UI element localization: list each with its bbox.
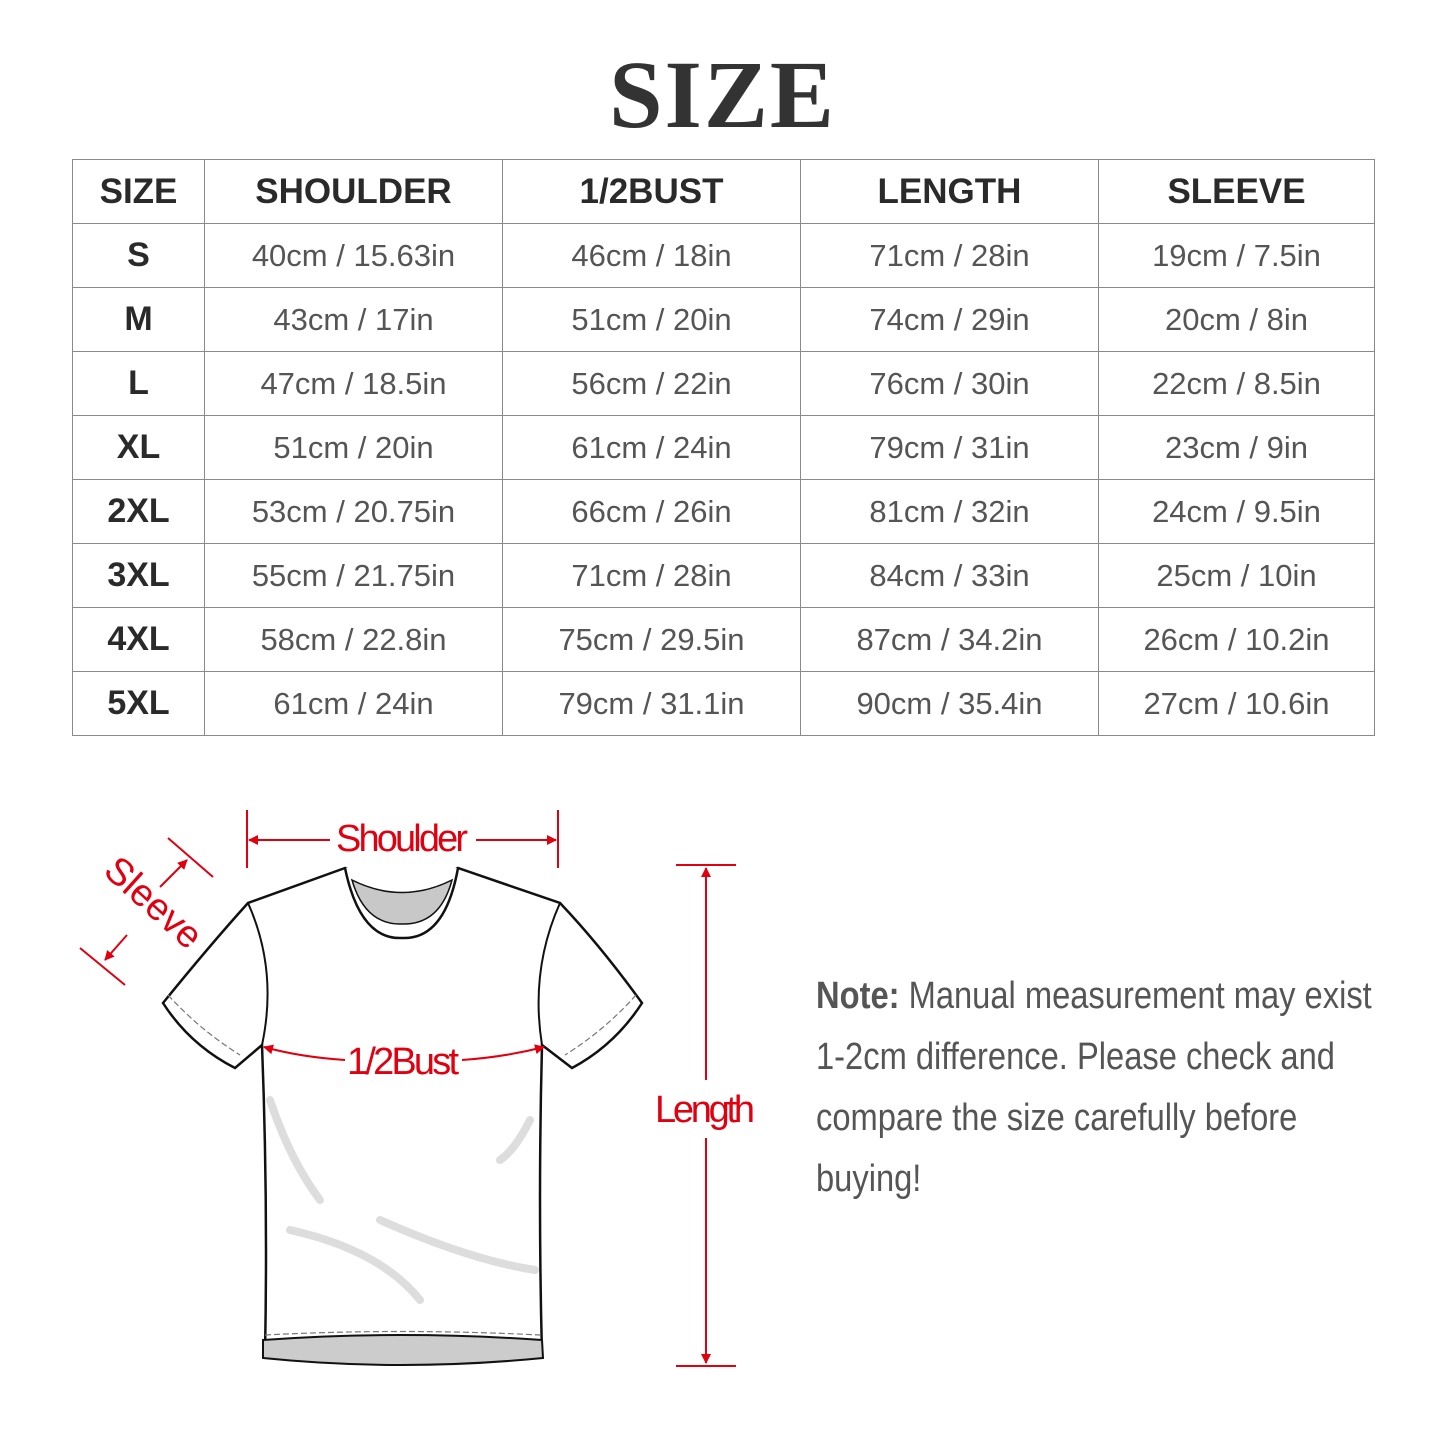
measurement-cell: 26cm / 10.2in [1098,607,1375,672]
size-cell: L [72,351,205,416]
header-bust: 1/2BUST [502,159,801,224]
measurement-cell: 66cm / 26in [502,479,801,544]
table-row: M 43cm / 17in 51cm / 20in 74cm / 29in 20cm /… [72,287,1375,352]
measurement-cell: 40cm / 15.63in [204,223,503,288]
measurement-cell: 23cm / 9in [1098,415,1375,480]
measurement-cell: 19cm / 7.5in [1098,223,1375,288]
measurement-cell: 58cm / 22.8in [204,607,503,672]
header-size: SIZE [72,159,205,224]
measurement-cell: 76cm / 30in [800,351,1099,416]
shoulder-label: Shoulder [336,818,468,860]
measurement-cell: 43cm / 17in [204,287,503,352]
measurement-cell: 27cm / 10.6in [1098,671,1375,736]
measurement-cell: 55cm / 21.75in [204,543,503,608]
size-cell: 5XL [72,671,205,736]
size-cell: 3XL [72,543,205,608]
measurement-cell: 22cm / 8.5in [1098,351,1375,416]
tshirt-icon [161,866,644,1366]
header-length: LENGTH [800,159,1099,224]
sleeve-measure [79,837,214,986]
measurement-cell: 81cm / 32in [800,479,1099,544]
note-body: Manual measurement may exist 1-2cm diffe… [816,975,1372,1200]
size-cell: M [72,287,205,352]
size-cell: S [72,223,205,288]
measurement-cell: 74cm / 29in [800,287,1099,352]
shoulder-measure [246,810,559,868]
measurement-cell: 20cm / 8in [1098,287,1375,352]
measurement-cell: 79cm / 31.1in [502,671,801,736]
measurement-cell: 84cm / 33in [800,543,1099,608]
bust-label: 1/2Bust [347,1041,459,1083]
measurement-cell: 71cm / 28in [502,543,801,608]
measurement-cell: 51cm / 20in [502,287,801,352]
table-header-row: SIZE SHOULDER 1/2BUST LENGTH SLEEVE [72,159,1375,224]
table-row: XL 51cm / 20in 61cm / 24in 79cm / 31in 23cm … [72,415,1375,480]
header-sleeve: SLEEVE [1098,159,1375,224]
note-label: Note: [816,975,900,1017]
size-table: SIZE SHOULDER 1/2BUST LENGTH SLEEVE S 40c… [72,159,1375,736]
measurement-cell: 24cm / 9.5in [1098,479,1375,544]
length-label: Length [655,1089,755,1131]
sleeve-label: Sleeve [96,849,210,958]
measurement-cell: 46cm / 18in [502,223,801,288]
measurement-cell: 47cm / 18.5in [204,351,503,416]
table-row: 2XL 53cm / 20.75in 66cm / 26in 81cm / 32in 2… [72,479,1375,544]
size-cell: 4XL [72,607,205,672]
bust-measure [263,1044,545,1061]
table-row: S 40cm / 15.63in 46cm / 18in 71cm / 28in 19c… [72,223,1375,288]
measurement-cell: 61cm / 24in [204,671,503,736]
measurement-cell: 61cm / 24in [502,415,801,480]
length-measure [676,864,736,1367]
measurement-cell: 53cm / 20.75in [204,479,503,544]
measurement-cell: 25cm / 10in [1098,543,1375,608]
measurement-cell: 56cm / 22in [502,351,801,416]
measurement-cell: 51cm / 20in [204,415,503,480]
note-text: Note: Manual measurement may exist 1-2cm… [816,966,1401,1210]
size-cell: 2XL [72,479,205,544]
page-title: SIZE [609,41,836,148]
table-row: 3XL 55cm / 21.75in 71cm / 28in 84cm / 33in 2… [72,543,1375,608]
table-row: L 47cm / 18.5in 56cm / 22in 76cm / 30in 22cm… [72,351,1375,416]
measurement-cell: 90cm / 35.4in [800,671,1099,736]
measurement-cell: 75cm / 29.5in [502,607,801,672]
table-row: 5XL 61cm / 24in 79cm / 31.1in 90cm / 35.4in… [72,671,1375,736]
measurement-cell: 79cm / 31in [800,415,1099,480]
